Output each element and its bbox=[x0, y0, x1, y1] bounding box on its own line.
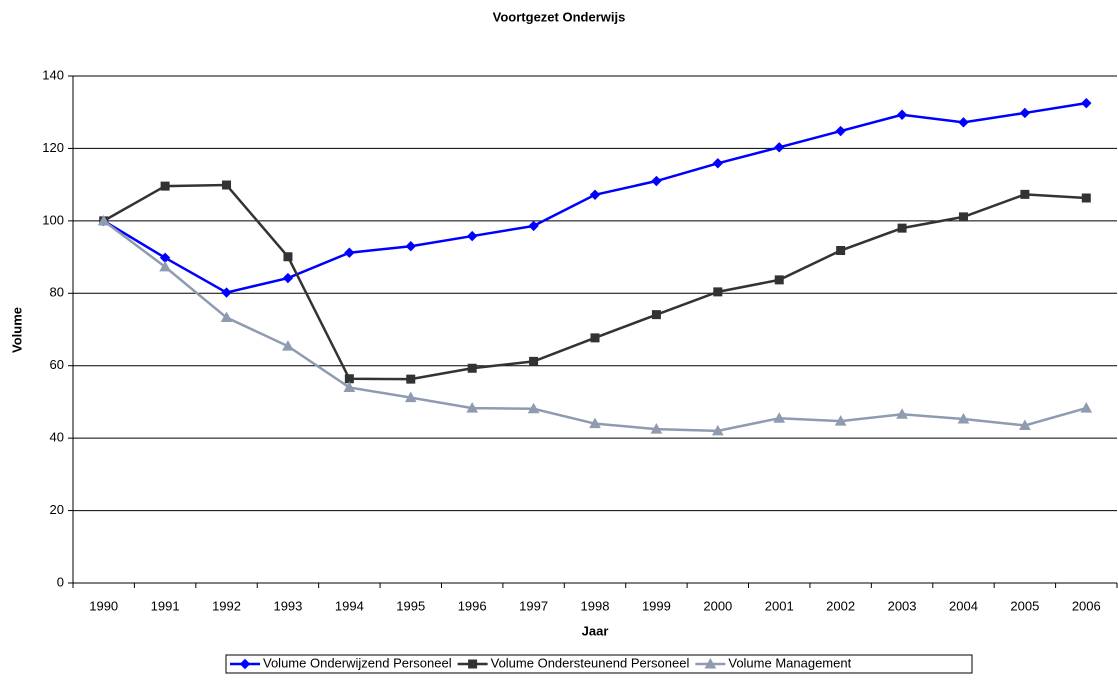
x-tick-label: 2000 bbox=[703, 598, 732, 613]
legend-marker bbox=[704, 657, 717, 669]
y-tick-label: 20 bbox=[50, 502, 64, 517]
point bbox=[344, 247, 355, 258]
point bbox=[466, 230, 478, 242]
point bbox=[774, 142, 785, 153]
point bbox=[97, 214, 110, 226]
point bbox=[835, 125, 846, 137]
y-tick-label: 60 bbox=[50, 357, 64, 372]
point bbox=[528, 220, 539, 232]
point bbox=[282, 340, 294, 351]
x-tick-label: 1992 bbox=[212, 598, 241, 613]
x-tick-label: 1991 bbox=[151, 598, 180, 613]
point bbox=[283, 252, 293, 262]
point bbox=[159, 260, 171, 272]
point bbox=[405, 241, 416, 252]
chart-title: Voortgezet Onderwijs bbox=[493, 9, 626, 24]
point bbox=[896, 109, 908, 120]
legend-label: Volume Ondersteunend Personeel bbox=[491, 655, 690, 670]
x-tick-label: 1995 bbox=[396, 598, 425, 613]
y-tick-label: 100 bbox=[42, 212, 64, 227]
y-tick-label: 40 bbox=[50, 430, 64, 445]
point bbox=[466, 402, 479, 413]
point bbox=[712, 158, 724, 169]
point bbox=[467, 363, 477, 373]
point bbox=[713, 287, 723, 297]
legend-marker bbox=[468, 659, 478, 669]
point bbox=[282, 272, 294, 284]
x-tick-label: 1990 bbox=[89, 598, 118, 613]
x-tick-label: 1996 bbox=[458, 598, 487, 613]
legend-label: Volume Management bbox=[728, 655, 851, 670]
y-tick-label: 80 bbox=[50, 285, 64, 300]
series-line bbox=[103, 183, 1087, 381]
point bbox=[589, 189, 601, 200]
x-tick-label: 2006 bbox=[1072, 598, 1101, 613]
x-tick-label: 2003 bbox=[888, 598, 917, 613]
point bbox=[220, 311, 233, 323]
point bbox=[834, 415, 847, 426]
point bbox=[527, 402, 540, 414]
point bbox=[343, 381, 356, 392]
point bbox=[1020, 189, 1030, 199]
x-tick-label: 1998 bbox=[581, 598, 610, 613]
point bbox=[651, 310, 661, 320]
point bbox=[160, 181, 170, 191]
point bbox=[1080, 402, 1093, 413]
legend-box bbox=[225, 654, 973, 674]
point bbox=[774, 275, 784, 285]
point bbox=[222, 180, 232, 190]
x-tick-label: 2005 bbox=[1010, 598, 1039, 613]
point bbox=[404, 391, 417, 403]
point bbox=[344, 374, 354, 384]
x-tick-label: 1994 bbox=[335, 598, 364, 613]
x-tick-label: 2004 bbox=[949, 598, 978, 613]
series-line bbox=[102, 219, 1087, 433]
x-tick-label: 2001 bbox=[765, 598, 794, 613]
y-axis-title: Volume bbox=[9, 307, 24, 353]
x-axis-title: Jaar bbox=[582, 623, 609, 638]
point bbox=[773, 412, 786, 423]
x-tick-label: 2002 bbox=[826, 598, 855, 613]
point bbox=[958, 212, 968, 222]
x-tick-label: 1999 bbox=[642, 598, 671, 613]
y-tick-label: 120 bbox=[42, 140, 64, 155]
point bbox=[1081, 97, 1092, 109]
point bbox=[650, 423, 663, 434]
point bbox=[711, 424, 724, 436]
x-tick-label: 1997 bbox=[519, 598, 548, 613]
point bbox=[406, 374, 416, 384]
legend-label: Volume Onderwijzend Personeel bbox=[263, 655, 452, 670]
point bbox=[896, 408, 908, 419]
point bbox=[589, 417, 601, 429]
point bbox=[1019, 419, 1031, 430]
legend-marker bbox=[239, 658, 251, 670]
point bbox=[651, 175, 662, 187]
point bbox=[957, 412, 970, 424]
y-tick-label: 0 bbox=[57, 574, 64, 589]
point bbox=[1019, 107, 1031, 119]
point bbox=[529, 356, 539, 366]
x-tick-label: 1993 bbox=[273, 598, 302, 613]
point bbox=[1081, 193, 1091, 203]
point bbox=[897, 223, 907, 233]
point bbox=[221, 287, 232, 298]
point bbox=[836, 246, 846, 256]
point bbox=[958, 117, 969, 128]
point bbox=[590, 333, 600, 343]
y-tick-label: 140 bbox=[42, 67, 64, 82]
